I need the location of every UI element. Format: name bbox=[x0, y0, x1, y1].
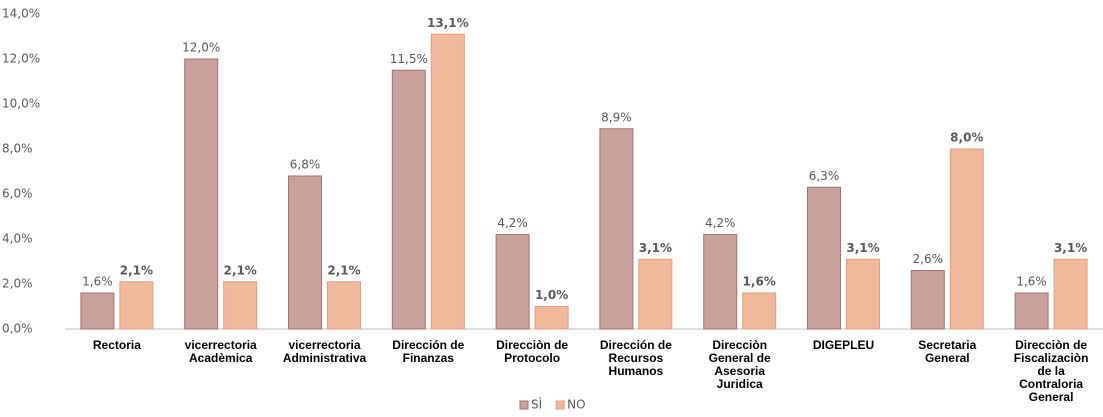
x-tick-label-box: vicerrectoria Acadèmica bbox=[184, 339, 257, 365]
x-tick-label-box: Direcciòn General de Asesoria Juridica bbox=[708, 339, 771, 391]
bar bbox=[391, 69, 426, 330]
data-label: 2,6% bbox=[913, 252, 944, 266]
x-tick-label: vicerrectoria Acadèmica bbox=[184, 339, 257, 365]
bar bbox=[534, 306, 569, 330]
data-label: 2,1% bbox=[327, 263, 360, 277]
data-label: 8,9% bbox=[601, 110, 632, 124]
y-tick-label: 2,0% bbox=[2, 277, 33, 291]
y-tick-label: 12,0% bbox=[2, 52, 40, 66]
x-tick-label: Direcciòn de Fiscalizaciòn de la Contral… bbox=[1013, 339, 1089, 404]
legend-label: SÌ bbox=[531, 397, 542, 412]
data-label: 1,6% bbox=[82, 275, 113, 289]
data-label: 3,1% bbox=[846, 241, 879, 255]
bar bbox=[119, 281, 154, 330]
bar bbox=[80, 292, 115, 330]
bar bbox=[599, 128, 634, 330]
bar bbox=[1053, 258, 1088, 330]
bar bbox=[184, 58, 219, 330]
x-tick-label: vicerrectoria Administrativa bbox=[282, 339, 367, 365]
y-tick-label: 6,0% bbox=[2, 187, 33, 201]
x-tick-label-box: vicerrectoria Administrativa bbox=[282, 339, 367, 365]
y-tick-label: 8,0% bbox=[2, 142, 33, 156]
bar bbox=[910, 270, 945, 330]
x-tick-label-box: DIGEPLEU bbox=[812, 339, 875, 352]
bar bbox=[495, 234, 530, 330]
data-label: 11,5% bbox=[390, 52, 428, 66]
x-tick-label: Direcciòn General de Asesoria Juridica bbox=[708, 339, 771, 391]
x-tick-label: Secretaria General bbox=[918, 339, 977, 365]
x-tick-label-box: Rectoria bbox=[92, 339, 141, 352]
y-tick-label: 14,0% bbox=[2, 7, 40, 21]
y-tick-label: 4,0% bbox=[2, 232, 33, 246]
data-label: 1,6% bbox=[1016, 275, 1047, 289]
bar bbox=[327, 281, 361, 330]
data-label: 3,1% bbox=[639, 241, 672, 255]
data-label: 1,0% bbox=[535, 288, 568, 302]
x-tick-label-box: Dirección de Finanzas bbox=[392, 339, 465, 365]
data-label: 6,8% bbox=[290, 158, 321, 172]
data-label: 4,2% bbox=[705, 216, 736, 230]
x-tick-label-box: Secretaria General bbox=[918, 339, 977, 365]
x-tick-label: Rectoria bbox=[92, 339, 141, 352]
data-label: 2,1% bbox=[120, 263, 153, 277]
data-label: 8,0% bbox=[950, 131, 983, 145]
bar bbox=[430, 33, 465, 330]
bar bbox=[703, 234, 738, 330]
x-tick-label: Dirección de Finanzas bbox=[392, 339, 465, 365]
x-tick-label: Direcciòn de Protocolo bbox=[496, 339, 569, 365]
x-tick-label: Dirección de Recursos Humanos bbox=[599, 339, 672, 378]
data-label: 12,0% bbox=[182, 41, 220, 55]
bar bbox=[288, 175, 322, 330]
legend-swatch bbox=[555, 400, 565, 410]
data-label: 6,3% bbox=[809, 169, 840, 183]
data-label: 3,1% bbox=[1054, 241, 1087, 255]
legend-swatch bbox=[519, 400, 529, 410]
bar bbox=[742, 292, 777, 330]
bar bbox=[1014, 292, 1049, 330]
bar bbox=[638, 258, 673, 330]
data-label: 1,6% bbox=[743, 275, 776, 289]
x-tick-label-box: Direcciòn de Protocolo bbox=[496, 339, 569, 365]
x-tick-label: DIGEPLEU bbox=[812, 339, 875, 352]
x-tick-label-box: Direcciòn de Fiscalizaciòn de la Contral… bbox=[1013, 339, 1089, 404]
data-label: 2,1% bbox=[224, 263, 257, 277]
bar bbox=[807, 186, 841, 330]
data-label: 4,2% bbox=[497, 216, 528, 230]
legend-label: NO bbox=[567, 398, 585, 412]
data-label: 13,1% bbox=[427, 16, 469, 30]
x-tick-label-box: Dirección de Recursos Humanos bbox=[599, 339, 672, 378]
y-tick-label: 0,0% bbox=[2, 322, 33, 336]
y-tick-label: 10,0% bbox=[2, 97, 40, 111]
bar bbox=[223, 281, 258, 330]
bar bbox=[949, 148, 984, 330]
bar bbox=[846, 258, 880, 330]
